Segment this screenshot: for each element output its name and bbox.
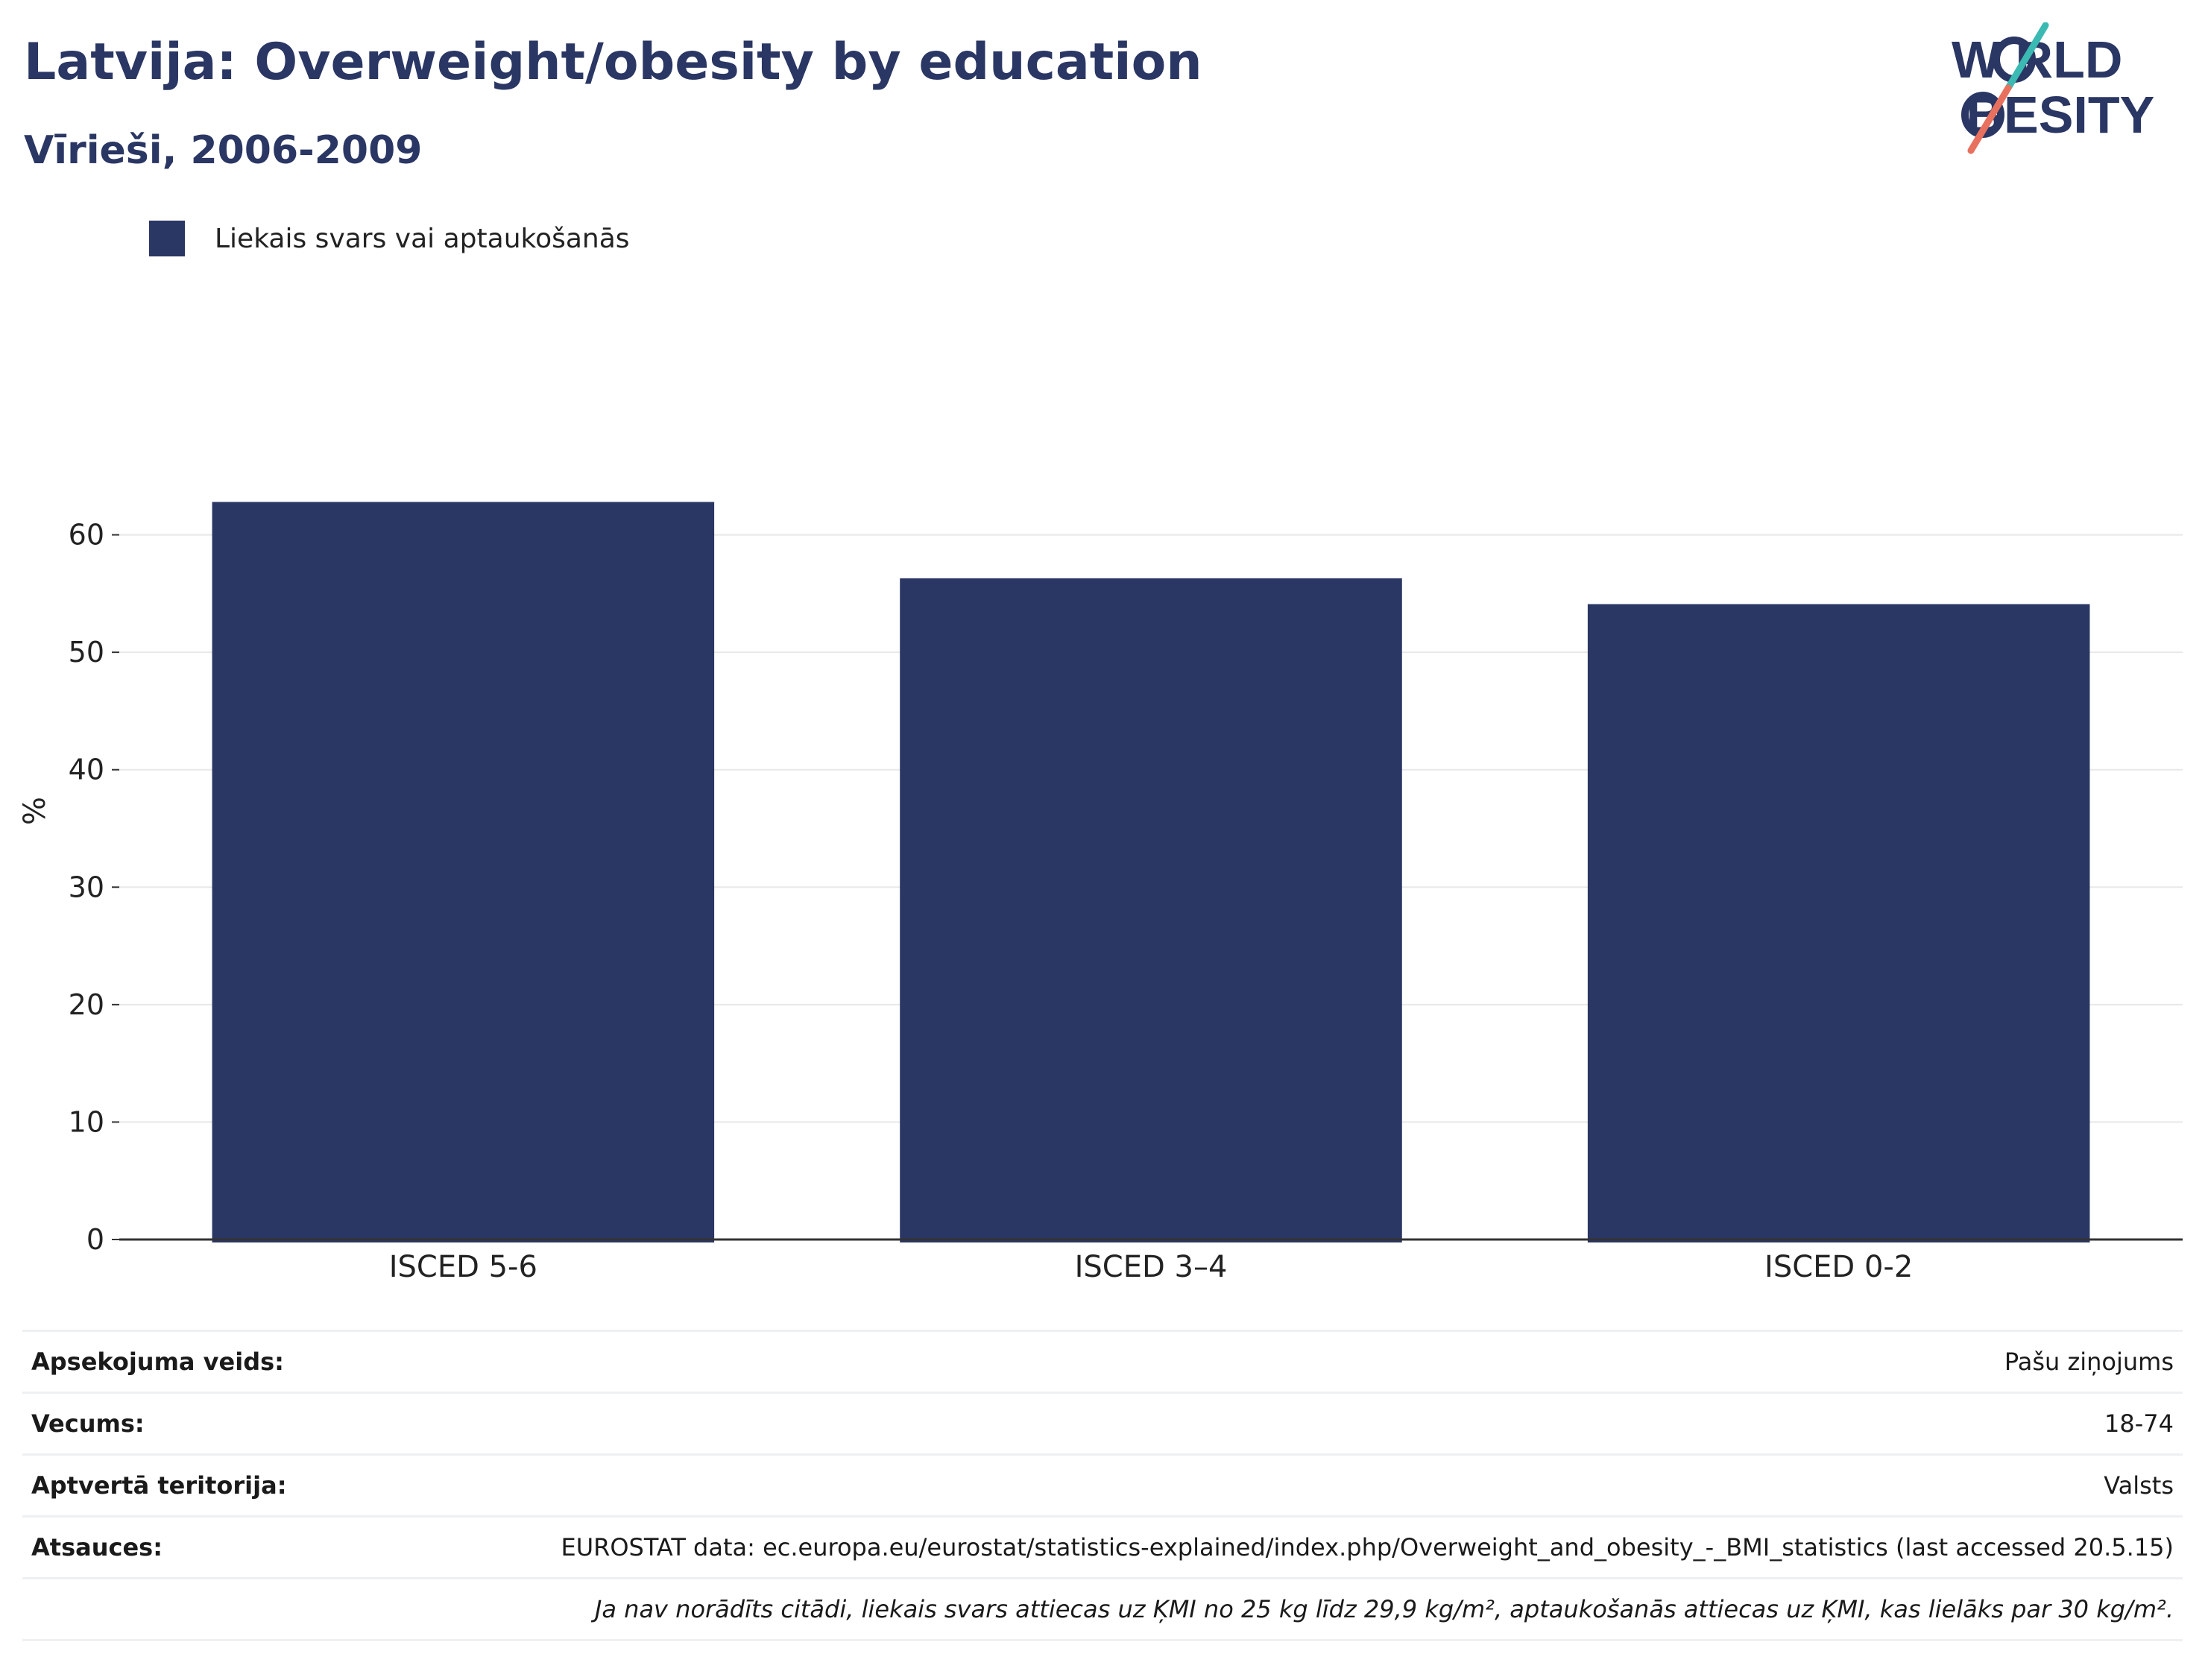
y-tick-label: 0	[86, 1223, 104, 1256]
info-note: Ja nav norādīts citādi, liekais svars at…	[594, 1595, 2174, 1623]
y-tick-label: 50	[69, 636, 104, 669]
x-tick-label: ISCED 0-2	[1764, 1250, 1913, 1284]
info-row-age: Vecums: 18-74	[22, 1392, 2183, 1455]
info-key: Atsauces:	[31, 1533, 163, 1561]
logo-slash-top	[2004, 22, 2049, 92]
bar	[212, 502, 715, 1242]
y-tick-label: 10	[69, 1105, 104, 1138]
info-key: Apsekojuma veids:	[31, 1348, 284, 1376]
legend-swatch	[149, 221, 185, 256]
info-table: Apsekojuma veids: Pašu ziņojums Vecums: …	[22, 1330, 2183, 1641]
info-value: 18-74	[2104, 1409, 2174, 1438]
chart-title: Latvija: Overweight/obesity by education	[24, 33, 1202, 92]
y-axis-label: %	[18, 797, 52, 825]
chart-legend: Liekais svars vai aptaukošanās	[149, 221, 630, 256]
info-value: Valsts	[2104, 1471, 2174, 1500]
bar	[900, 578, 1402, 1242]
logo-slash-bottom	[1967, 84, 2012, 154]
info-row-references: Atsauces: EUROSTAT data: ec.europa.eu/eu…	[22, 1516, 2183, 1579]
world-obesity-logo: W RLD BESITY	[1952, 22, 2154, 154]
info-row-survey-type: Apsekojuma veids: Pašu ziņojums	[22, 1330, 2183, 1393]
info-value: Pašu ziņojums	[2004, 1348, 2174, 1376]
y-tick-label: 20	[69, 988, 104, 1021]
y-tick-label: 30	[69, 871, 104, 903]
info-key: Vecums:	[31, 1409, 145, 1438]
bars	[212, 502, 2090, 1242]
x-tick-label: ISCED 3–4	[1075, 1250, 1228, 1284]
x-tick-label: ISCED 5-6	[389, 1250, 537, 1284]
info-row-note: Ja nav norādīts citādi, liekais svars at…	[22, 1578, 2183, 1640]
info-key: Aptvertā teritorija:	[31, 1471, 287, 1500]
info-value: EUROSTAT data: ec.europa.eu/eurostat/sta…	[561, 1533, 2174, 1561]
bar-chart: 0 10 20 30 40 50 60 ISCED 5-6 ISCED 3–4 ISCED 0-2…	[18, 502, 2183, 1284]
axes: 0 10 20 30 40 50 60 ISCED 5-6 ISCED 3–4 ISCED 0-2	[69, 519, 2183, 1284]
bar	[1587, 604, 2090, 1242]
legend-label: Liekais svars vai aptaukošanās	[215, 223, 630, 254]
chart-subtitle: Vīrieši, 2006-2009	[24, 128, 423, 173]
y-tick-label: 40	[69, 754, 104, 786]
info-row-coverage: Aptvertā teritorija: Valsts	[22, 1454, 2183, 1517]
y-tick-label: 60	[69, 519, 104, 552]
